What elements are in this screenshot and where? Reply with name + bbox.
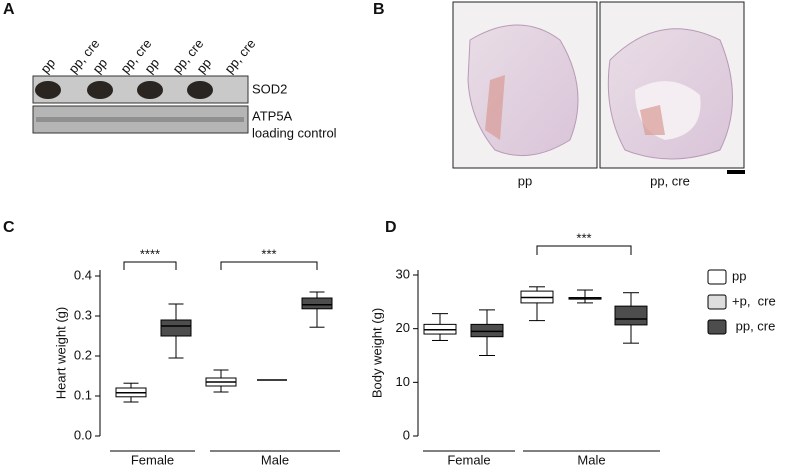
significance-label: *** <box>576 230 591 245</box>
legend-label: pp, cre <box>732 318 775 333</box>
blot-label: ATP5A <box>252 108 293 123</box>
blot-label: SOD2 <box>252 81 287 96</box>
legend-label: pp <box>732 268 746 283</box>
y-tick-label: 20 <box>396 320 410 335</box>
panel-letter: B <box>373 1 385 18</box>
image-caption: pp, cre <box>650 173 690 188</box>
blood <box>485 75 505 140</box>
box <box>160 319 192 337</box>
box <box>614 305 648 326</box>
blot-note: loading control <box>252 125 337 140</box>
x-tick-label: Male <box>577 452 605 466</box>
heart-section <box>467 24 579 157</box>
panel-letter: D <box>385 219 397 236</box>
box <box>301 297 333 310</box>
band <box>137 81 163 99</box>
lane-label: pp <box>37 55 58 76</box>
panel-letter: C <box>3 219 15 236</box>
image-caption: pp <box>518 173 532 188</box>
x-tick-label: Female <box>131 452 174 466</box>
significance-bracket <box>123 261 177 270</box>
lane-label: pp, cre <box>221 36 258 76</box>
band <box>187 81 213 99</box>
panel-letter: A <box>3 1 15 18</box>
significance-label: *** <box>261 246 276 261</box>
y-axis-label: Heart weight (g) <box>53 307 68 399</box>
lane-label: pp <box>141 55 162 76</box>
box <box>470 323 504 338</box>
band <box>87 81 113 99</box>
band <box>35 81 61 99</box>
legend-swatch <box>707 319 727 335</box>
y-tick-label: 0.2 <box>74 347 92 362</box>
y-tick-label: 0.1 <box>74 387 92 402</box>
y-tick-label: 30 <box>396 266 410 281</box>
y-tick-label: 10 <box>396 374 410 389</box>
legend-swatch <box>707 269 727 285</box>
y-tick-label: 0.0 <box>74 427 92 442</box>
blood <box>640 105 665 135</box>
band <box>36 117 244 122</box>
y-axis-label: Body weight (g) <box>369 308 384 398</box>
y-tick-label: 0.4 <box>74 267 92 282</box>
legend-swatch <box>707 294 727 310</box>
lane-label: pp <box>89 55 110 76</box>
lane-label: pp <box>193 55 214 76</box>
y-tick-label: 0.3 <box>74 307 92 322</box>
x-tick-label: Male <box>261 452 289 466</box>
legend-label: +p, cre <box>732 293 776 308</box>
significance-label: **** <box>140 246 160 261</box>
significance-bracket <box>536 245 632 255</box>
scale-bar <box>727 170 745 174</box>
x-tick-label: Female <box>447 452 490 466</box>
significance-bracket <box>220 261 318 270</box>
y-tick-label: 0 <box>403 427 410 442</box>
